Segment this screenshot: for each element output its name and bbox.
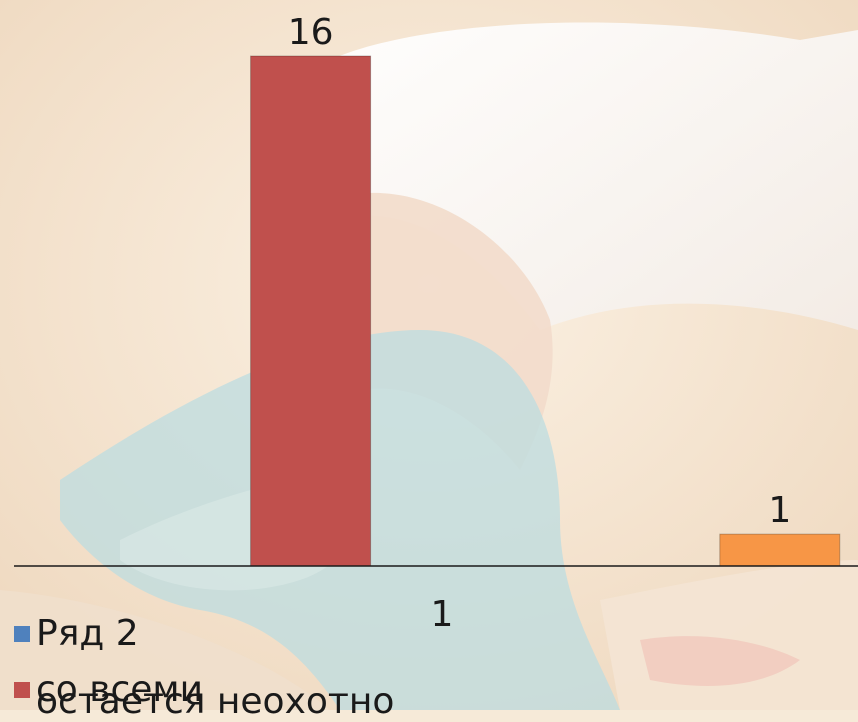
legend-label-series-2: со всеми	[36, 669, 203, 710]
legend-label-series-1: Ряд 2	[36, 613, 139, 654]
legend-item-series-2: со всеми	[14, 662, 203, 718]
legend-item-overlapping: остается неохотно	[14, 682, 394, 722]
legend-label-overlapping: остается неохотно	[36, 681, 395, 722]
bar-series-5	[719, 533, 841, 567]
legend-swatch-blue	[14, 626, 30, 642]
value-label-series-2: 16	[288, 12, 334, 53]
legend-item-series-1: Ряд 2	[14, 606, 203, 662]
value-labels-group: 16 1	[288, 12, 792, 531]
legend: Ряд 2 со всеми остается неохотно	[14, 606, 394, 722]
bars-group	[250, 55, 841, 567]
legend-swatch-red	[14, 682, 30, 698]
bar-series-2	[250, 55, 372, 567]
category-label: 1	[431, 594, 454, 635]
value-label-series-5: 1	[768, 490, 791, 531]
